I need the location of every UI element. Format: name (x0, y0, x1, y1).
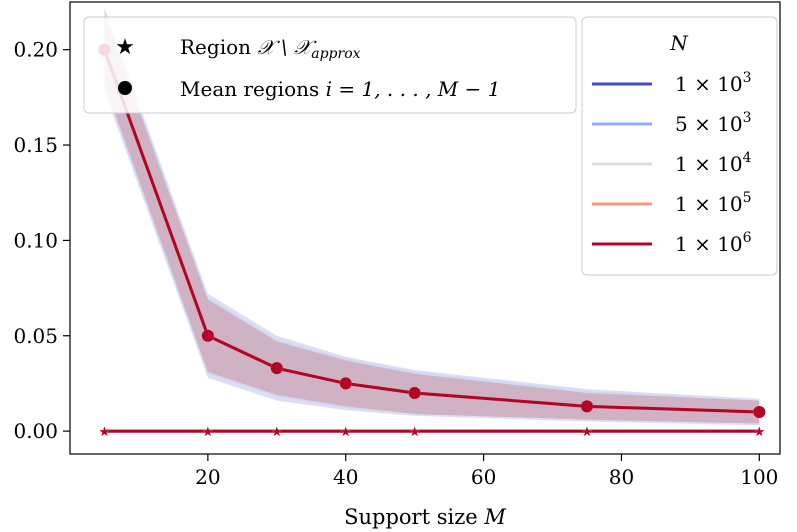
y-tick-label: 0.10 (13, 228, 58, 252)
y-tick-label: 0.20 (13, 38, 58, 62)
star-legend-label: Region 𝒳 \ 𝒳approx (180, 35, 361, 62)
star-point-series-3: ★ (581, 425, 593, 440)
x-tick-label: 40 (333, 465, 358, 489)
color-legend-box (581, 16, 778, 276)
star-point-series-1: ★ (409, 425, 421, 440)
color-legend-title: N (669, 31, 689, 55)
mean-point-series-4 (270, 362, 283, 375)
star-point-series-1: ★ (753, 425, 765, 440)
star-point-series-2: ★ (409, 425, 421, 440)
x-axis-label: Support size M (344, 505, 506, 529)
star-point-series-1: ★ (99, 425, 111, 440)
color-legend-exponent: 3 (743, 70, 752, 86)
mean-point-series-4 (580, 400, 593, 413)
star-point-series-2: ★ (99, 425, 111, 440)
color-legend-mantissa: 1 × 10 (675, 152, 743, 176)
circle-legend-math: i = 1, . . . , M − 1 (326, 77, 501, 101)
star-point-series-3: ★ (99, 425, 111, 440)
marker-legend: ★ Region 𝒳 \ 𝒳approx Mean regions i = 1,… (83, 16, 577, 114)
color-legend-mantissa: 1 × 10 (675, 192, 743, 216)
mean-point-series-4 (408, 386, 421, 399)
y-tick-label: 0.00 (13, 419, 58, 443)
star-point-series-2: ★ (271, 425, 283, 440)
star-point-series-2: ★ (753, 425, 765, 440)
star-point-series-4: ★ (409, 425, 421, 440)
star-point-series-4: ★ (99, 425, 111, 440)
star-point-series-4: ★ (753, 425, 765, 440)
y-tick-label: 0.15 (13, 133, 58, 157)
star-point-series-4: ★ (202, 425, 214, 440)
star-point-series-2: ★ (202, 425, 214, 440)
color-legend-mantissa: 1 × 10 (675, 232, 743, 256)
star-point-series-4: ★ (271, 425, 283, 440)
x-ticks: 20 40 60 80 100 (195, 454, 778, 489)
y-ticks: 0.00 0.05 0.10 0.15 0.20 (13, 38, 70, 443)
star-point-series-0: ★ (753, 425, 765, 440)
star-point-series-4: ★ (340, 425, 352, 440)
star-point-series-1: ★ (581, 425, 593, 440)
color-legend-exponent: 3 (743, 110, 752, 126)
color-legend-exponent: 6 (743, 230, 752, 246)
star-point-series-3: ★ (202, 425, 214, 440)
star-point-series-4: ★ (581, 425, 593, 440)
color-legend-label: 1 × 103 (675, 70, 752, 96)
star-point-series-3: ★ (271, 425, 283, 440)
circle-legend-label: Mean regions i = 1, . . . , M − 1 (180, 77, 500, 101)
y-tick-label: 0.05 (13, 324, 58, 348)
plot-frame (69, 1, 781, 455)
star-point-series-0: ★ (202, 425, 214, 440)
color-legend-exponent: 5 (743, 190, 752, 206)
x-axis-label-var: M (483, 505, 506, 529)
star-point-series-0: ★ (409, 425, 421, 440)
star-point-series-1: ★ (202, 425, 214, 440)
x-tick-label: 100 (740, 465, 778, 489)
star-point-series-0: ★ (581, 425, 593, 440)
star-legend-sub: approx (311, 46, 360, 62)
color-legend-mantissa: 1 × 10 (675, 72, 743, 96)
color-legend-mantissa: 5 × 10 (675, 112, 743, 136)
color-legend-exponent: 4 (743, 150, 752, 166)
color-legend-label: 1 × 106 (675, 230, 752, 256)
x-tick-label: 80 (609, 465, 634, 489)
circle-legend-icon (118, 81, 132, 95)
color-legend-label: 5 × 103 (675, 110, 752, 136)
mean-point-series-4 (753, 406, 766, 419)
star-point-series-0: ★ (99, 425, 111, 440)
mean-point-series-4 (201, 329, 214, 342)
mean-point-series-4 (339, 377, 352, 390)
star-point-series-0: ★ (340, 425, 352, 440)
star-point-series-3: ★ (409, 425, 421, 440)
star-point-series-1: ★ (271, 425, 283, 440)
star-legend-icon: ★ (115, 35, 135, 60)
color-legend-label: 1 × 104 (675, 150, 752, 176)
star-point-series-3: ★ (340, 425, 352, 440)
star-point-series-2: ★ (581, 425, 593, 440)
star-legend-text: Region (180, 35, 257, 59)
star-point-series-3: ★ (753, 425, 765, 440)
x-tick-label: 60 (471, 465, 496, 489)
star-point-series-2: ★ (340, 425, 352, 440)
star-point-series-0: ★ (271, 425, 283, 440)
star-legend-math: 𝒳 \ 𝒳 (257, 35, 317, 59)
x-tick-label: 20 (195, 465, 220, 489)
circle-legend-text: Mean regions (180, 77, 326, 101)
x-axis-label-text: Support size (344, 505, 484, 529)
star-point-series-1: ★ (340, 425, 352, 440)
marker-legend-box (83, 16, 577, 114)
color-legend-label: 1 × 105 (675, 190, 752, 216)
